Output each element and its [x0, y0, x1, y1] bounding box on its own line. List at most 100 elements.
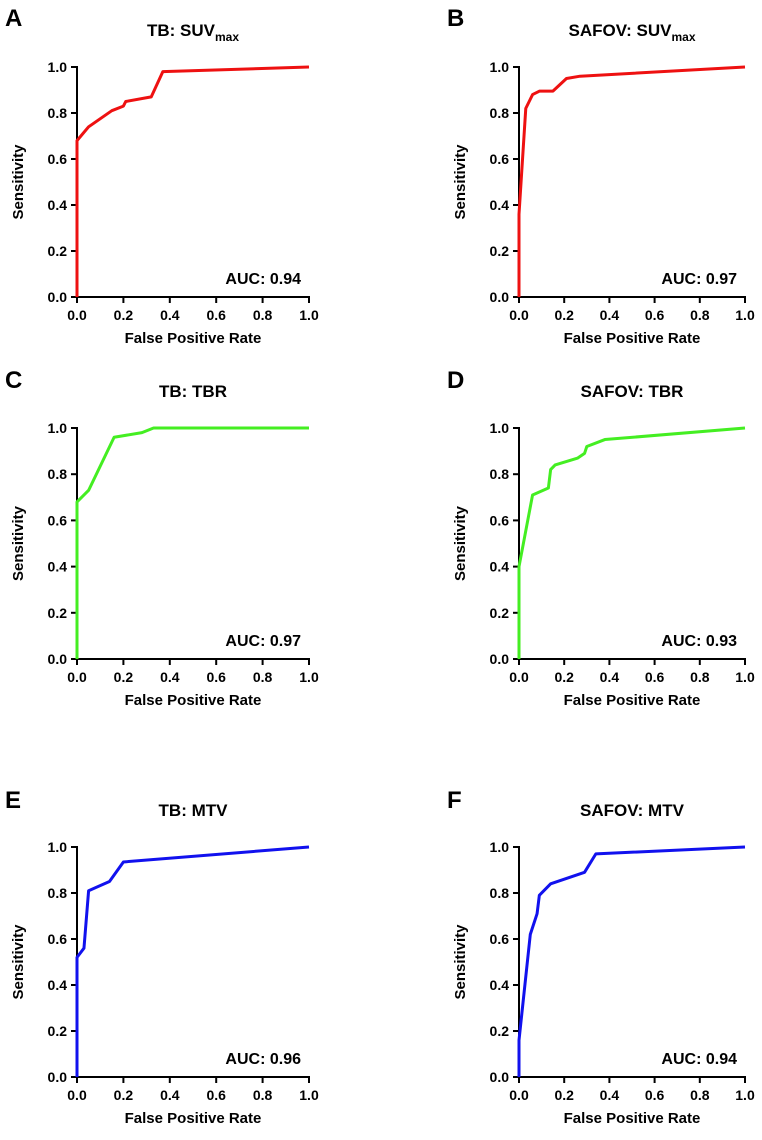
y-tick-label: 0.8	[490, 885, 510, 901]
title-text: TB: TBR	[159, 382, 227, 401]
x-tick-label: 0.4	[160, 669, 180, 685]
y-tick-label: 0.8	[48, 466, 68, 482]
panel-title: SAFOV: SUVmax	[569, 21, 696, 44]
auc-annotation: AUC: 0.93	[661, 633, 737, 650]
y-tick-label: 0.6	[48, 931, 68, 947]
x-tick-label: 0.0	[67, 307, 87, 323]
x-tick-label: 0.6	[645, 307, 665, 323]
x-tick-label: 1.0	[299, 1087, 319, 1103]
x-tick-label: 0.4	[600, 307, 620, 323]
y-tick-label: 0.2	[48, 1023, 68, 1039]
panel-letter: C	[5, 367, 22, 394]
auc-annotation: AUC: 0.97	[225, 633, 301, 650]
y-tick-label: 0.6	[48, 512, 68, 528]
x-tick-label: 0.0	[67, 1087, 87, 1103]
roc-curve	[75, 426, 309, 659]
panel-title: TB: MTV	[159, 801, 229, 820]
y-tick-label: 0.0	[48, 651, 68, 667]
y-tick-label: 0.2	[48, 243, 68, 259]
x-tick-label: 0.2	[554, 669, 574, 685]
x-tick-label: 1.0	[735, 1087, 755, 1103]
auc-annotation: AUC: 0.96	[225, 1051, 301, 1068]
x-tick-label: 0.4	[160, 307, 180, 323]
roc-curve	[517, 845, 746, 1077]
panel-title: SAFOV: TBR	[581, 382, 684, 401]
x-tick-label: 1.0	[735, 669, 755, 685]
x-tick-label: 0.6	[206, 307, 226, 323]
x-tick-label: 0.8	[690, 307, 710, 323]
title-subscript: max	[671, 30, 695, 44]
roc-curve	[75, 845, 310, 1077]
x-tick-label: 0.0	[509, 1087, 529, 1103]
x-tick-label: 1.0	[299, 669, 319, 685]
panel-f: F SAFOV: MTV 0.0 0.2 0.4 0.6 0.8 1.0 0.0 0.2 0.4 0.…	[447, 787, 755, 1127]
y-axis-label: Sensitivity	[452, 505, 469, 581]
x-tick-label: 0.4	[160, 1087, 180, 1103]
roc-curve	[75, 65, 310, 297]
auc-annotation: AUC: 0.94	[225, 271, 301, 288]
y-tick-label: 0.2	[490, 605, 510, 621]
y-tick-label: 0.0	[48, 1069, 68, 1085]
x-tick-label: 0.8	[253, 669, 273, 685]
title-subscript: max	[215, 30, 239, 44]
x-axis-label: False Positive Rate	[125, 1110, 262, 1127]
title-text: SAFOV: MTV	[580, 801, 685, 820]
x-tick-label: 0.0	[509, 307, 529, 323]
x-tick-label: 0.2	[114, 1087, 134, 1103]
y-tick-label: 0.4	[48, 977, 68, 993]
panel-letter: E	[5, 787, 21, 814]
panel-a: A TB: SUVmax 0.0 0.2 0.4 0.6 0.8 1.0 0.0 0.2 0.4 0.…	[5, 5, 319, 347]
y-tick-label: 0.8	[490, 466, 510, 482]
x-tick-label: 0.4	[600, 1087, 620, 1103]
panel-c: C TB: TBR 0.0 0.2 0.4 0.6 0.8 1.0 0.0 0.2 0.4 0.6 0.…	[5, 367, 319, 709]
title-text: SAFOV: TBR	[581, 382, 684, 401]
y-tick-label: 1.0	[48, 59, 68, 75]
title-text: SAFOV: SUV	[569, 21, 673, 40]
x-tick-label: 0.8	[690, 1087, 710, 1103]
panel-title: TB: SUVmax	[147, 21, 239, 44]
x-axis-label: False Positive Rate	[125, 330, 262, 347]
y-tick-label: 1.0	[48, 420, 68, 436]
auc-annotation: AUC: 0.94	[661, 1051, 737, 1068]
y-axis-label: Sensitivity	[10, 924, 27, 1000]
x-tick-label: 0.8	[690, 669, 710, 685]
y-tick-label: 0.8	[490, 105, 510, 121]
y-tick-label: 0.4	[48, 197, 68, 213]
panel-b: B SAFOV: SUVmax 0.0 0.2 0.4 0.6 0.8 1.0 0.0 0.2 0.…	[447, 5, 755, 347]
y-tick-label: 0.4	[490, 977, 510, 993]
y-axis-label: Sensitivity	[10, 144, 27, 220]
y-tick-label: 0.4	[48, 559, 68, 575]
y-tick-label: 0.6	[48, 151, 68, 167]
y-axis-label: Sensitivity	[452, 924, 469, 1000]
x-tick-label: 0.8	[253, 1087, 273, 1103]
y-axis-label: Sensitivity	[10, 505, 27, 581]
y-tick-label: 0.4	[490, 197, 510, 213]
panel-e: E TB: MTV 0.0 0.2 0.4 0.6 0.8 1.0 0.0 0.2 0.4 0.6 0.…	[5, 787, 319, 1127]
title-text: TB: MTV	[159, 801, 229, 820]
y-axis-label: Sensitivity	[452, 144, 469, 220]
y-tick-label: 0.4	[490, 559, 510, 575]
y-tick-label: 0.0	[48, 289, 68, 305]
title-text: TB: SUV	[147, 21, 216, 40]
y-tick-label: 0.6	[490, 512, 510, 528]
panel-letter: F	[447, 787, 462, 814]
x-tick-label: 0.6	[645, 1087, 665, 1103]
x-axis-label: False Positive Rate	[564, 330, 701, 347]
x-tick-label: 0.2	[554, 307, 574, 323]
y-tick-label: 0.0	[490, 651, 510, 667]
y-tick-label: 0.0	[490, 289, 510, 305]
panel-letter: B	[447, 5, 464, 32]
panel-letter: A	[5, 5, 22, 32]
x-axis-label: False Positive Rate	[125, 692, 262, 709]
y-tick-label: 0.2	[490, 1023, 510, 1039]
x-tick-label: 0.6	[206, 1087, 226, 1103]
panel-title: SAFOV: MTV	[580, 801, 685, 820]
x-tick-label: 0.6	[206, 669, 226, 685]
x-tick-label: 1.0	[299, 307, 319, 323]
x-tick-label: 0.6	[645, 669, 665, 685]
y-tick-label: 0.2	[48, 605, 68, 621]
x-tick-label: 0.0	[67, 669, 87, 685]
x-axis-label: False Positive Rate	[564, 1110, 701, 1127]
y-tick-label: 0.2	[490, 243, 510, 259]
